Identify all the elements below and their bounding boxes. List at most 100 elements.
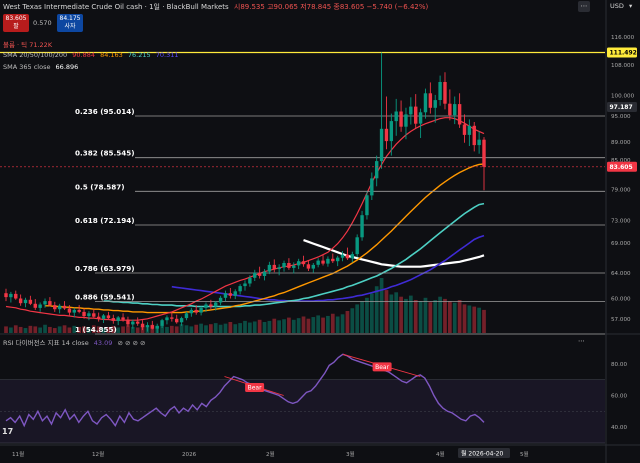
candle-body [238, 286, 242, 292]
candle-body [92, 313, 96, 317]
volume-bar [248, 322, 252, 333]
volume-bar [13, 325, 18, 333]
volume-bar [438, 296, 442, 333]
candle-body [467, 125, 472, 135]
volume-bar [321, 317, 325, 333]
more-icon: ⋯ [580, 2, 588, 10]
candle-body [14, 293, 18, 299]
candle-body [121, 317, 125, 320]
rsi-more-icon: ⋯ [578, 337, 585, 345]
volume-bar [355, 304, 360, 333]
volume-bar [384, 290, 389, 333]
spread-value: 0.570 [33, 19, 52, 27]
chevron-down-icon: ▾ [628, 2, 633, 10]
candle-body [301, 261, 306, 265]
candle-body [316, 260, 320, 265]
rsi-settings-icons[interactable]: ⊘ ⊘ ⊘ ⊘ [117, 339, 146, 347]
fib-level-label: 0.886 (59.541) [75, 293, 135, 302]
candle-body [292, 265, 296, 268]
volume-bar [335, 316, 340, 333]
volume-bar [462, 304, 467, 333]
volume-bar [179, 324, 184, 333]
sma365-indicator[interactable]: SMA 365 close 66.896 [3, 63, 81, 71]
sell-button[interactable]: 83.605 팔 [3, 14, 29, 32]
buy-button[interactable]: 84.175 사자 [57, 14, 83, 32]
time-axis-tick: 4월 [436, 450, 445, 458]
candle-body [135, 321, 140, 324]
volume-bar [374, 286, 379, 333]
volume-bar [350, 308, 355, 333]
divergence-label: Bear [248, 385, 262, 392]
candle-body [423, 93, 428, 113]
candle-body [262, 271, 267, 276]
price-axis-tick: 85.000 [611, 158, 631, 164]
sma365-line [303, 239, 485, 268]
volume-bar [209, 324, 213, 333]
rsi-more-button[interactable]: ⋯ [578, 337, 588, 345]
volume-bar [218, 324, 223, 333]
volume-bar [106, 326, 111, 333]
symbol-title[interactable]: West Texas Intermediate Crude Oil cash ·… [3, 2, 431, 12]
volume-bar [38, 327, 42, 333]
candle-body [448, 103, 452, 116]
currency-selector[interactable]: USD ▾ [610, 2, 635, 10]
volume-bar [199, 323, 203, 333]
candle-body [160, 320, 164, 326]
fib-level-label: 1 (54.855) [75, 325, 117, 334]
volume-bar [452, 302, 457, 333]
candle-body [321, 260, 325, 264]
buy-price: 84.175 [59, 15, 81, 22]
candle-body [28, 299, 33, 304]
last-date-badge [458, 448, 510, 458]
sell-label: 팔 [13, 23, 19, 30]
more-button[interactable]: ⋯ [578, 1, 590, 12]
candle-body [296, 261, 301, 266]
candle-body [233, 291, 237, 296]
candle-body [409, 106, 413, 115]
candle-body [267, 264, 272, 272]
candle-body [365, 195, 369, 216]
tradingview-logo[interactable]: 17 [2, 427, 16, 436]
candle-body [253, 272, 257, 278]
candle-body [145, 325, 150, 328]
fib-level-label: 0.618 (72.194) [75, 216, 135, 225]
volume-bar [101, 328, 106, 333]
volume-bar [296, 318, 301, 333]
volume-bar [48, 326, 52, 333]
candle-body [194, 309, 198, 313]
rsi-indicator[interactable]: RSI 다이버전스 지표 14 close 43.09 ⊘ ⊘ ⊘ ⊘ [3, 337, 148, 347]
candle-body [140, 323, 145, 328]
volume-indicator[interactable]: 볼륨 · 틱 71.22K [3, 39, 55, 49]
candle-body [414, 106, 418, 124]
time-axis-tick: 2월 [266, 450, 275, 458]
tradingview-logo-text: 17 [2, 427, 14, 436]
candle-body [209, 304, 213, 307]
volume-bar [433, 300, 438, 333]
candle-body [53, 305, 57, 310]
volume-bar [277, 320, 281, 333]
volume-bar [301, 316, 306, 333]
sma365-value: 66.896 [55, 63, 79, 71]
volume-bar [404, 298, 408, 333]
candle-body [184, 313, 189, 319]
volume-bar [238, 323, 242, 333]
candle-body [9, 293, 13, 298]
last-date-label: 월 2026-04-20 [461, 450, 503, 458]
volume-bar [282, 319, 286, 333]
volume-bar [369, 293, 374, 333]
sma-indicator[interactable]: SMA 20/50/100/200 90.884 84.163 76.215 7… [3, 51, 181, 59]
fib-level-label: 0.382 (85.545) [75, 149, 135, 158]
candle-body [131, 321, 135, 325]
volume-bar [43, 324, 47, 333]
volume-bar [291, 319, 296, 333]
rsi-label: RSI 다이버전스 지표 14 close [3, 339, 89, 347]
volume-bar [82, 326, 86, 333]
candle-body [165, 317, 169, 321]
candle-body [57, 305, 62, 310]
divergence-label: Bear [375, 364, 389, 371]
volume-bar [482, 309, 486, 333]
volume-bar [389, 294, 394, 333]
volume-bar [9, 327, 13, 333]
